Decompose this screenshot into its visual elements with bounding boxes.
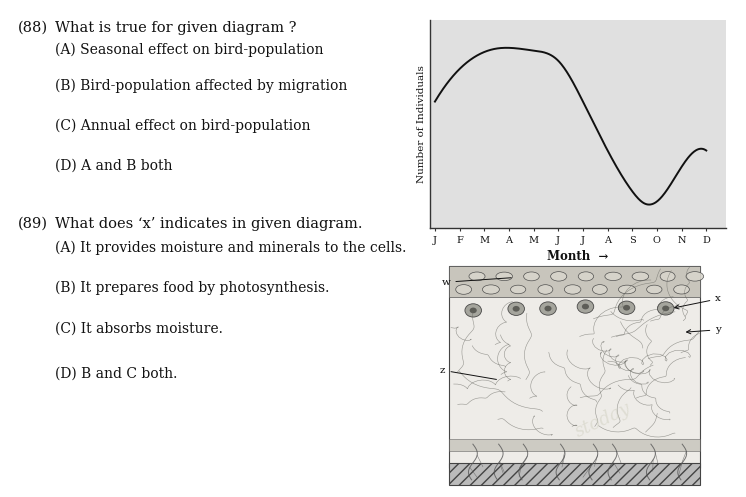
Text: What does ‘x’ indicates in given diagram.: What does ‘x’ indicates in given diagram… bbox=[55, 217, 363, 231]
Text: stoday: stoday bbox=[572, 400, 633, 441]
FancyBboxPatch shape bbox=[449, 439, 700, 451]
Text: (B) It prepares food by photosynthesis.: (B) It prepares food by photosynthesis. bbox=[55, 281, 330, 295]
Text: (88): (88) bbox=[18, 21, 48, 35]
Ellipse shape bbox=[647, 285, 662, 294]
Text: (D) A and B both: (D) A and B both bbox=[55, 159, 172, 173]
Circle shape bbox=[508, 302, 524, 316]
FancyBboxPatch shape bbox=[449, 463, 700, 485]
Y-axis label: Number of Individuals: Number of Individuals bbox=[417, 65, 426, 183]
Ellipse shape bbox=[551, 272, 567, 281]
Circle shape bbox=[582, 304, 589, 310]
Ellipse shape bbox=[456, 285, 471, 294]
Ellipse shape bbox=[674, 285, 689, 294]
Ellipse shape bbox=[538, 285, 553, 294]
Circle shape bbox=[539, 302, 557, 315]
Circle shape bbox=[513, 306, 520, 312]
Ellipse shape bbox=[632, 272, 649, 281]
X-axis label: Month  →: Month → bbox=[548, 249, 609, 262]
Text: (C) Annual effect on bird-population: (C) Annual effect on bird-population bbox=[55, 119, 310, 133]
Ellipse shape bbox=[496, 272, 513, 281]
Text: (A) Seasonal effect on bird-population: (A) Seasonal effect on bird-population bbox=[55, 43, 324, 57]
Circle shape bbox=[470, 308, 477, 313]
Text: (D) B and C both.: (D) B and C both. bbox=[55, 367, 178, 381]
Circle shape bbox=[662, 306, 669, 311]
Ellipse shape bbox=[686, 272, 703, 281]
Ellipse shape bbox=[618, 285, 636, 294]
Text: (A) It provides moisture and minerals to the cells.: (A) It provides moisture and minerals to… bbox=[55, 241, 407, 255]
Circle shape bbox=[618, 301, 635, 315]
Circle shape bbox=[545, 306, 551, 312]
Text: What is true for given diagram ?: What is true for given diagram ? bbox=[55, 21, 296, 35]
Circle shape bbox=[465, 304, 481, 317]
Ellipse shape bbox=[483, 285, 499, 294]
Ellipse shape bbox=[510, 285, 526, 294]
Ellipse shape bbox=[469, 272, 485, 281]
Ellipse shape bbox=[660, 271, 675, 281]
FancyBboxPatch shape bbox=[449, 266, 700, 297]
Circle shape bbox=[623, 305, 630, 311]
Text: (C) It absorbs moisture.: (C) It absorbs moisture. bbox=[55, 322, 223, 336]
Ellipse shape bbox=[578, 272, 594, 281]
Text: (89): (89) bbox=[18, 217, 48, 231]
Circle shape bbox=[657, 302, 674, 315]
Text: y: y bbox=[686, 326, 721, 334]
FancyBboxPatch shape bbox=[449, 266, 700, 468]
Text: (B) Bird-population affected by migration: (B) Bird-population affected by migratio… bbox=[55, 79, 348, 93]
Ellipse shape bbox=[592, 285, 607, 294]
Text: w: w bbox=[442, 278, 511, 287]
Ellipse shape bbox=[605, 272, 621, 281]
Ellipse shape bbox=[564, 285, 581, 294]
Ellipse shape bbox=[524, 272, 539, 281]
Text: z: z bbox=[440, 366, 496, 379]
Circle shape bbox=[577, 300, 594, 313]
Text: x: x bbox=[674, 294, 721, 309]
